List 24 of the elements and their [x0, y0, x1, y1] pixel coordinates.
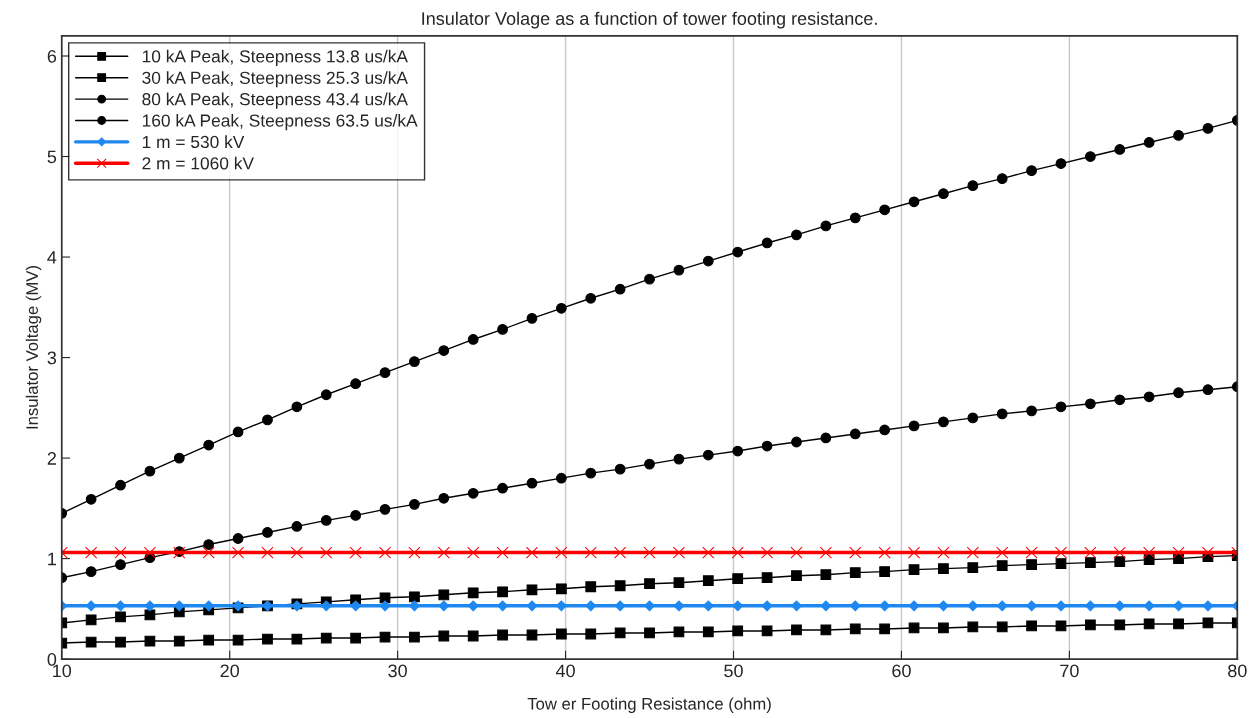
x-axis-title: Tow er Footing Resistance (ohm)	[527, 697, 771, 714]
x-tick-label: 70	[1060, 664, 1079, 678]
chart-title: Insulator Volage as a function of tower footing resistance.	[422, 11, 877, 29]
legend-label: 1 m = 530 kV	[142, 135, 245, 149]
legend-label: 30 kA Peak, Steepness 25.3 us/kA	[142, 71, 408, 88]
x-tick-label: 60	[892, 664, 911, 678]
y-tick-label: 3	[47, 351, 57, 365]
x-tick-label: 30	[388, 664, 407, 678]
y-tick-label: 4	[47, 251, 57, 264]
y-axis-title: Insulator Voltage (MV)	[25, 266, 42, 429]
x-tick-label: 80	[1228, 664, 1247, 678]
x-tick-label: 20	[220, 664, 240, 678]
legend-label: 10 kA Peak, Steepness 13.8 us/kA	[142, 49, 408, 66]
legend-label: 80 kA Peak, Steepness 43.4 us/kA	[142, 92, 408, 109]
x-tick-label: 40	[555, 664, 575, 678]
y-tick-label: 0	[47, 653, 57, 666]
x-tick-label: 50	[724, 664, 743, 678]
y-tick-label: 1	[48, 552, 56, 566]
y-tick-label: 6	[47, 49, 57, 63]
legend-label: 2 m = 1060 kV	[142, 156, 254, 170]
legend-label: 160 kA Peak, Steepness 63.5 us/kA	[142, 113, 418, 131]
y-tick-label: 5	[47, 150, 57, 164]
y-tick-label: 2	[47, 452, 56, 465]
x-tick-label: 10	[53, 664, 72, 678]
